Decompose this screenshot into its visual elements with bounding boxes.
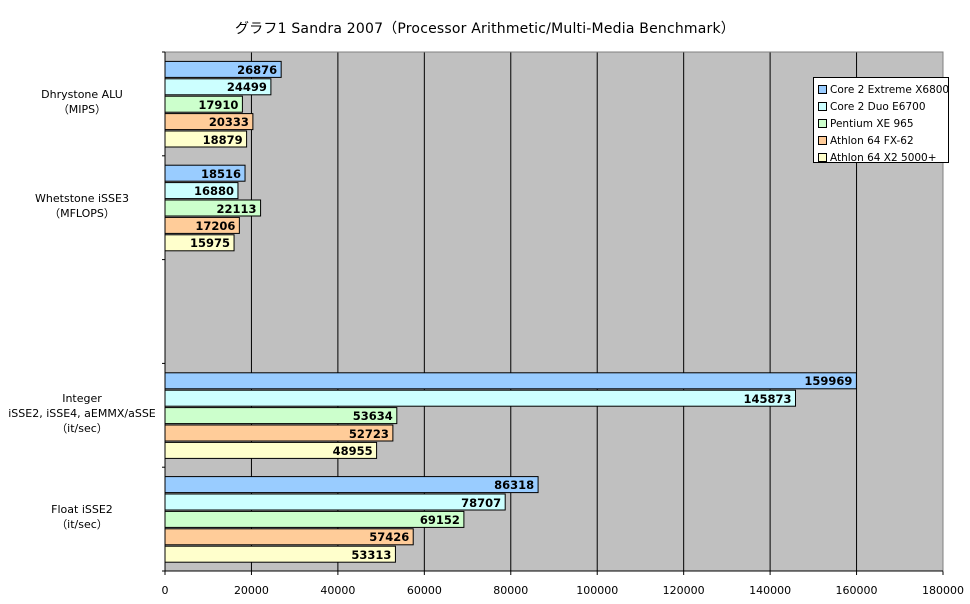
- data-label: 18879: [202, 132, 243, 147]
- data-label: 17206: [195, 218, 236, 233]
- data-label: 24499: [226, 80, 267, 95]
- data-label: 86318: [494, 478, 535, 493]
- data-label: 16880: [193, 184, 234, 199]
- data-label: 17910: [198, 97, 239, 112]
- data-label: 48955: [332, 443, 373, 458]
- data-label: 78707: [461, 495, 502, 510]
- legend-label: Core 2 Duo E6700: [830, 100, 926, 113]
- legend-item: Pentium XE 965: [818, 115, 948, 132]
- data-label: 20333: [208, 115, 249, 130]
- bar: [164, 78, 272, 96]
- x-tick-label: 100000: [576, 584, 619, 597]
- x-tick-label: 60000: [406, 584, 442, 597]
- legend-label: Core 2 Extreme X6800: [830, 83, 950, 96]
- legend-swatch: [818, 85, 827, 94]
- x-tick-label: 80000: [493, 584, 529, 597]
- legend-label: Athlon 64 X2 5000+: [830, 151, 937, 164]
- bar: [164, 493, 506, 511]
- bar: [164, 407, 398, 425]
- legend-label: Athlon 64 FX-62: [830, 134, 914, 147]
- y-category-label-line: Dhrystone ALU: [41, 87, 123, 101]
- y-category-label-line: Integer: [62, 391, 102, 405]
- data-label: 26876: [237, 62, 278, 77]
- legend-item: Core 2 Extreme X6800: [818, 81, 950, 98]
- data-label: 145873: [743, 391, 792, 406]
- bar: [164, 130, 248, 148]
- legend-swatch: [818, 153, 827, 162]
- bar: [164, 164, 246, 182]
- chart-title: グラフ1 Sandra 2007（Processor Arithmetic/Mu…: [234, 21, 736, 37]
- legend-swatch: [818, 102, 827, 111]
- y-category-label-line: （MFLOPS）: [49, 206, 115, 220]
- bar: [164, 95, 243, 113]
- legend-item: Athlon 64 FX-62: [818, 132, 948, 149]
- x-tick-label: 0: [161, 584, 169, 597]
- y-category-label-line: （it/sec）: [56, 518, 108, 532]
- bar: [164, 372, 857, 390]
- x-tick-label: 180000: [922, 584, 964, 597]
- data-label: 53313: [351, 547, 392, 562]
- data-label: 57426: [369, 530, 410, 545]
- legend-label: Pentium XE 965: [830, 117, 914, 130]
- legend-swatch: [818, 136, 827, 145]
- bar: [164, 424, 394, 442]
- bar: [164, 60, 282, 78]
- x-tick-label: 160000: [835, 584, 878, 597]
- x-tick-label: 120000: [662, 584, 705, 597]
- bar: [164, 113, 254, 131]
- y-category-label-line: Float iSSE2: [51, 503, 113, 517]
- data-label: 53634: [352, 409, 393, 424]
- data-label: 22113: [216, 201, 257, 216]
- y-category-label: Whetstone iSSE3 （MFLOPS）: [2, 191, 162, 221]
- bar: [164, 476, 539, 494]
- x-tick-label: 140000: [749, 584, 792, 597]
- y-category-label-line: Whetstone iSSE3: [35, 191, 129, 205]
- legend-item: Athlon 64 X2 5000+: [818, 149, 948, 166]
- bar: [164, 528, 414, 546]
- data-label: 52723: [348, 426, 389, 441]
- bar: [164, 199, 262, 217]
- bar: [164, 182, 239, 200]
- x-tick-label: 40000: [320, 584, 356, 597]
- y-category-label: Dhrystone ALU （MIPS）: [2, 87, 162, 117]
- bar: [164, 389, 796, 407]
- data-label: 15975: [190, 236, 231, 251]
- chart-legend: Core 2 Extreme X6800 Core 2 Duo E6700 Pent…: [813, 77, 950, 166]
- data-label: 159969: [804, 374, 853, 389]
- y-category-label: Float iSSE2 （it/sec）: [2, 502, 162, 532]
- y-category-label-line: （it/sec）: [56, 421, 108, 435]
- bar: [164, 216, 240, 234]
- data-label: 69152: [419, 512, 460, 527]
- y-category-label-line: iSSE2, iSSE4, aEMMX/aSSE: [8, 406, 156, 420]
- legend-swatch: [818, 119, 827, 128]
- legend-item: Core 2 Duo E6700: [818, 98, 948, 115]
- y-category-label: Integer iSSE2, iSSE4, aEMMX/aSSE （it/sec）: [2, 391, 162, 436]
- y-category-label-line: （MIPS）: [57, 102, 107, 116]
- bar: [164, 545, 396, 563]
- bar: [164, 234, 235, 252]
- data-label: 18516: [201, 166, 242, 181]
- x-tick-label: 20000: [233, 584, 269, 597]
- bar: [164, 441, 378, 459]
- bar: [164, 510, 465, 528]
